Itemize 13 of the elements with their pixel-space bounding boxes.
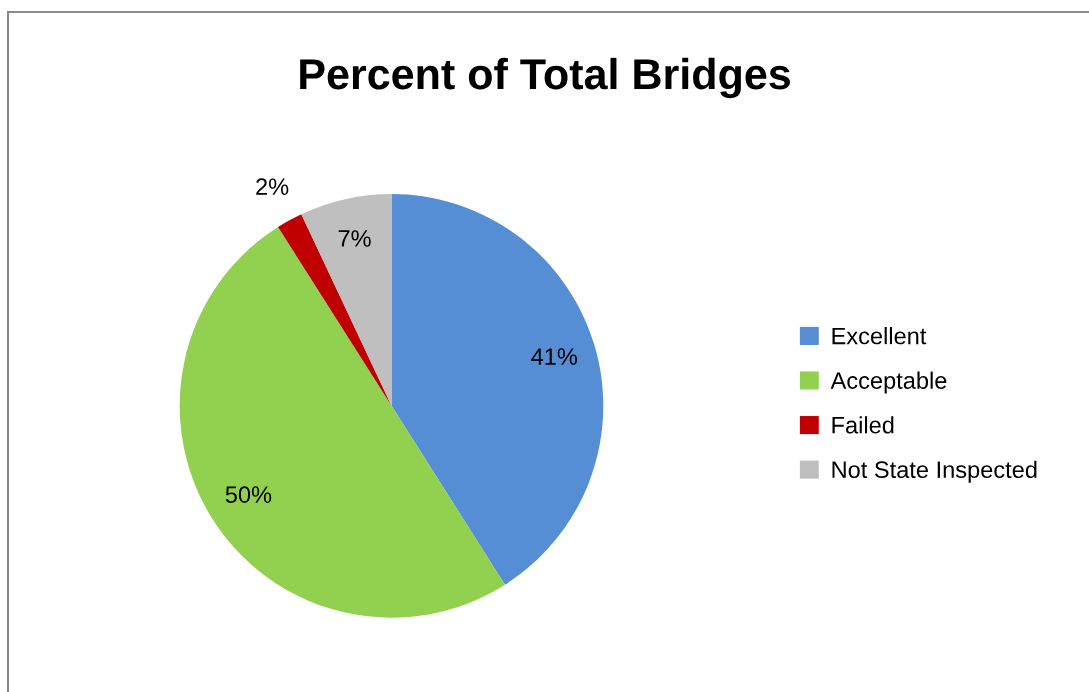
pie-slice [301, 194, 392, 406]
legend-label: Failed [832, 416, 894, 434]
legend-label: Excellent [832, 327, 927, 345]
pie-slice [391, 194, 604, 585]
legend-label: Acceptable [830, 371, 947, 394]
pie-slice [179, 227, 505, 618]
data-label: 2% [256, 178, 289, 195]
data-label: 41% [531, 348, 578, 365]
chart-title: Percent of Total Bridges [300, 57, 790, 99]
data-label: 7% [338, 230, 371, 247]
pie-slice [278, 214, 392, 406]
legend-label: Not State Inspected [832, 460, 1037, 483]
data-label: 50% [225, 486, 272, 503]
